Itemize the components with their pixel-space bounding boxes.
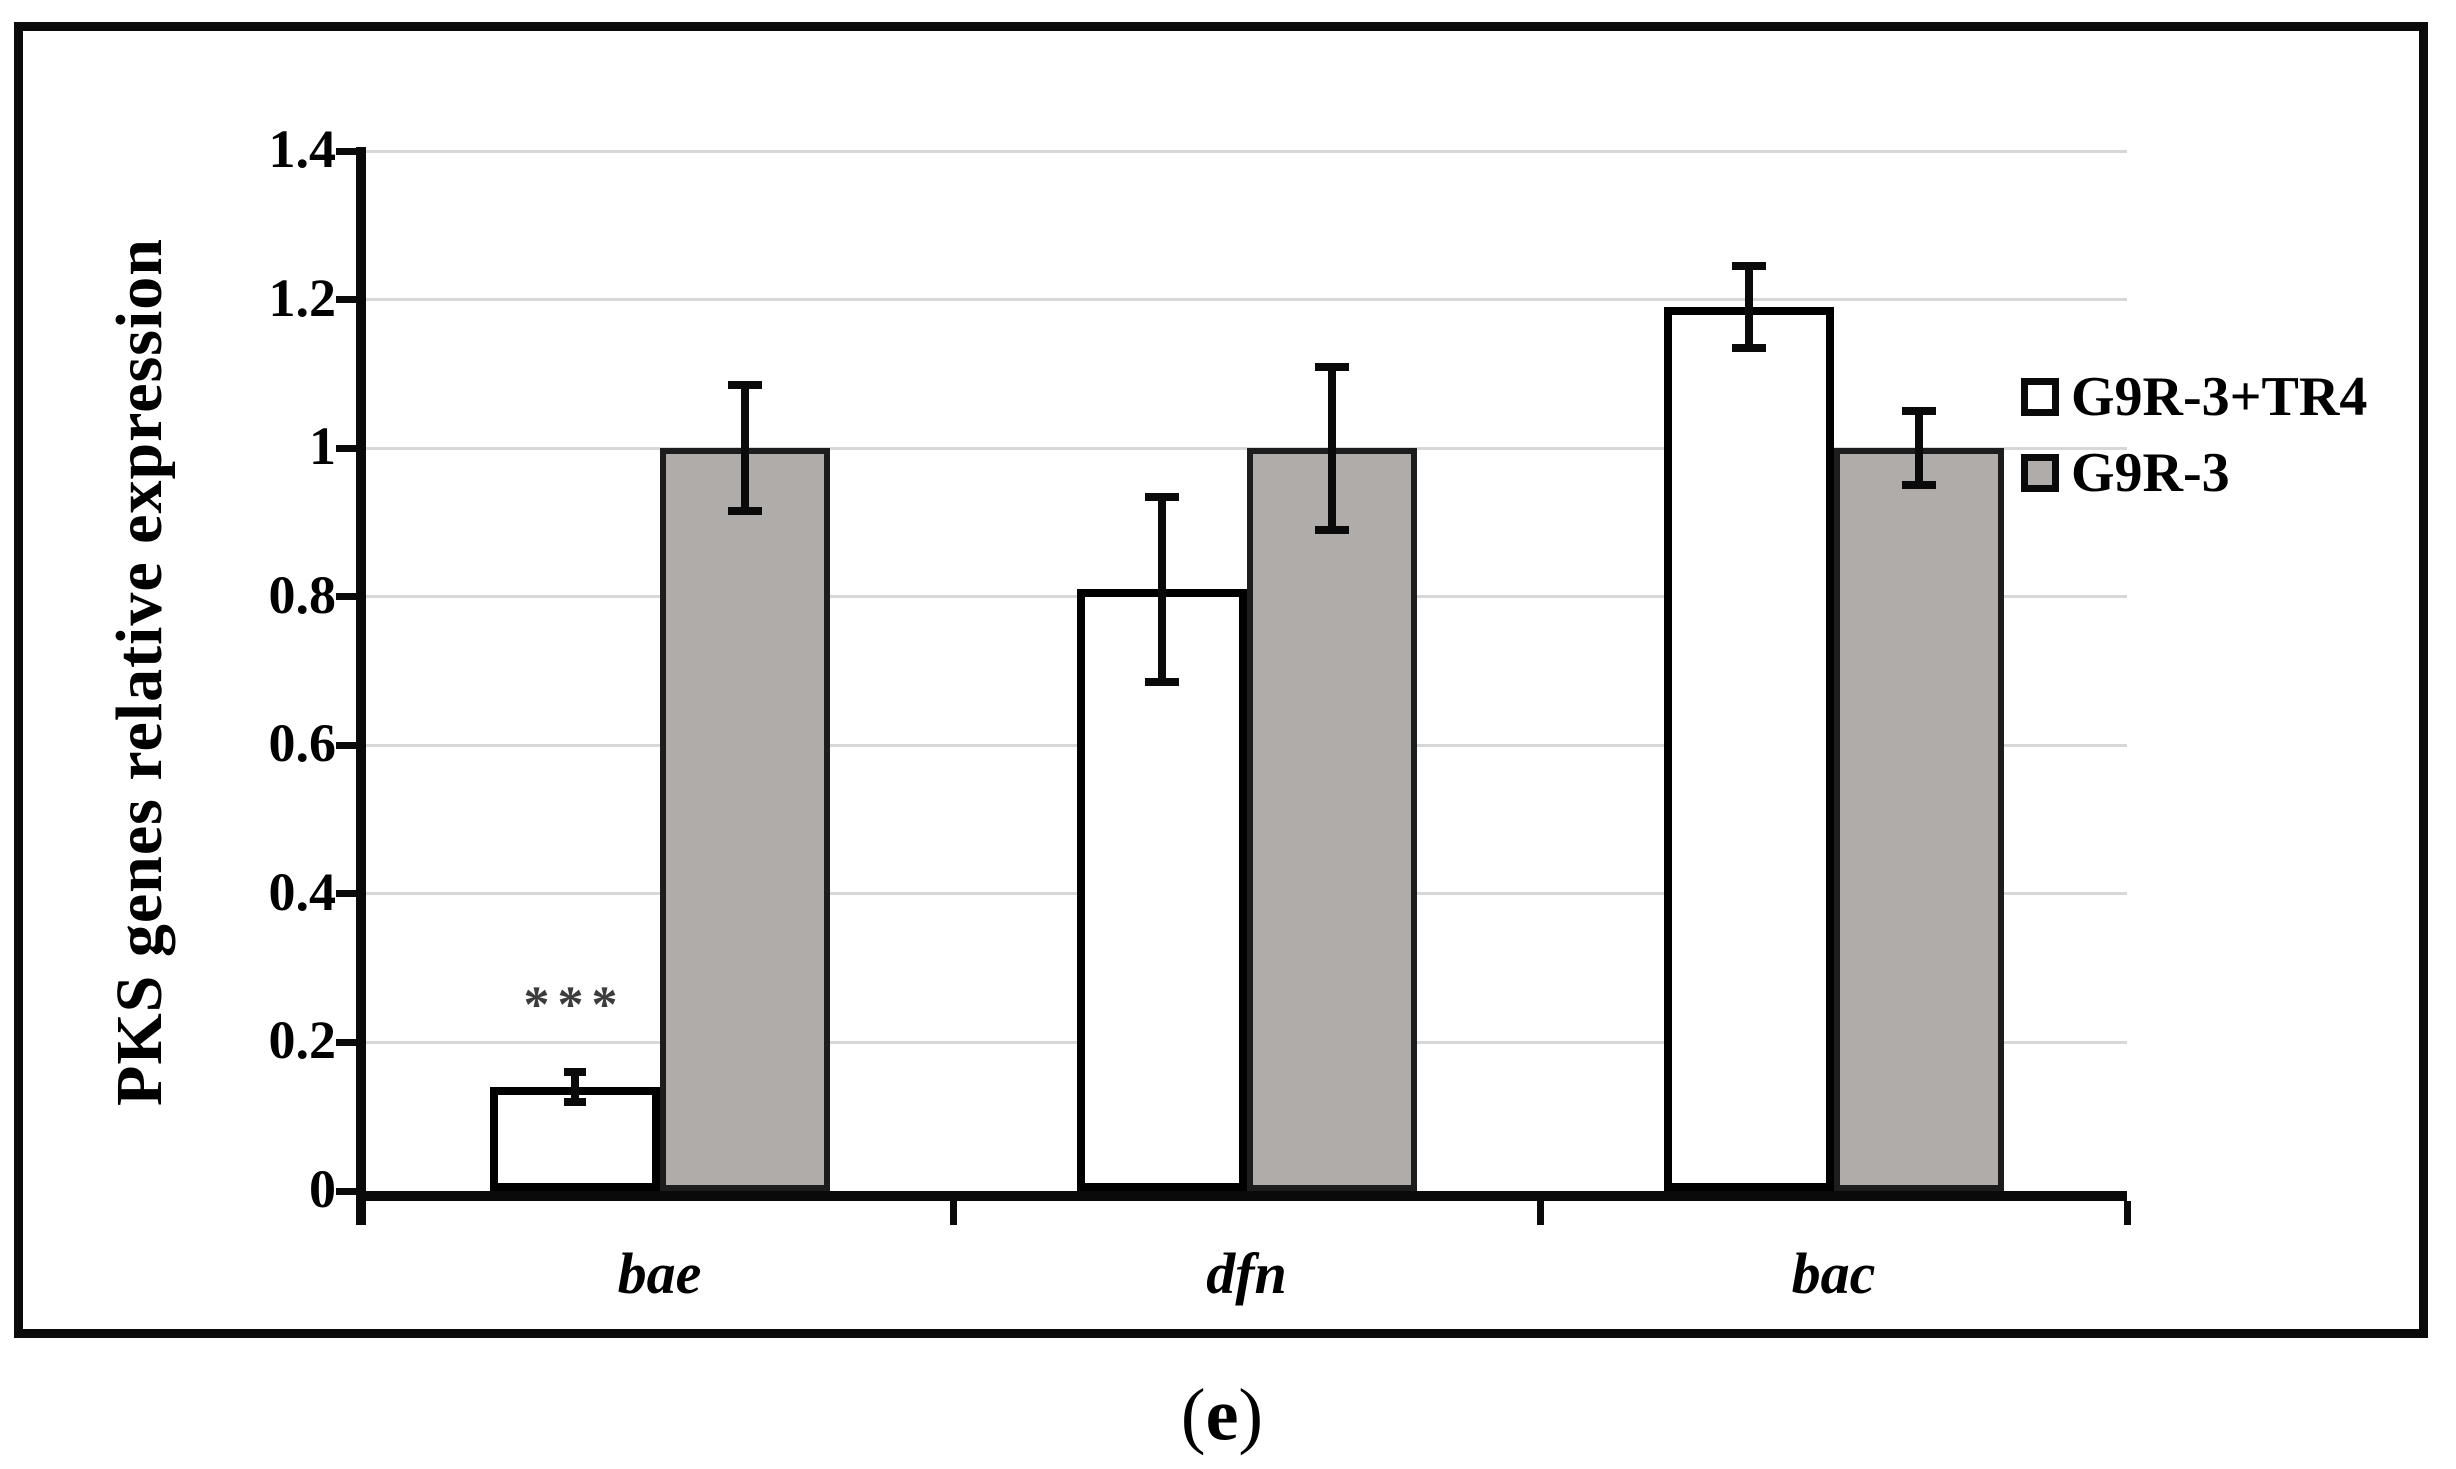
error-bar-line bbox=[1744, 262, 1753, 352]
caption-paren-open: ( bbox=[1180, 1374, 1206, 1457]
y-axis-tick bbox=[336, 593, 356, 601]
y-axis-tick bbox=[336, 741, 356, 749]
legend-label: G9R-3 bbox=[2071, 442, 2230, 504]
error-bar-line bbox=[570, 1068, 579, 1106]
y-tick-label: 1.2 bbox=[268, 267, 337, 328]
y-axis-line bbox=[356, 147, 366, 1225]
x-axis-line bbox=[356, 1191, 2127, 1201]
legend-label: G9R-3+TR4 bbox=[2071, 366, 2368, 428]
error-bar-cap-bottom bbox=[1731, 343, 1766, 352]
y-axis-tick bbox=[336, 147, 356, 155]
y-axis-tick bbox=[336, 444, 356, 452]
error-bar-cap-top bbox=[1731, 262, 1766, 271]
error-bar-cap-bottom bbox=[727, 507, 762, 515]
error-bar-cap-top bbox=[727, 381, 762, 390]
bar-bac-g9r3 bbox=[1833, 448, 2004, 1191]
y-tick-label: 0.8 bbox=[268, 564, 337, 625]
x-category-label: dfn bbox=[1206, 1241, 1287, 1306]
error-bar-line bbox=[1914, 407, 1923, 489]
error-bar-line bbox=[740, 381, 749, 515]
error-bar-cap-top bbox=[563, 1068, 586, 1077]
y-tick-label: 1.4 bbox=[268, 118, 337, 179]
error-bar-line bbox=[1327, 362, 1336, 534]
significance-annotation: *** bbox=[523, 976, 626, 1034]
panel-caption: (e) bbox=[1181, 1374, 1263, 1459]
error-bar-cap-bottom bbox=[1314, 525, 1349, 534]
legend-item-g9r3-tr4: G9R-3+TR4 bbox=[2021, 369, 2367, 425]
error-bar-line bbox=[1157, 492, 1166, 686]
error-bar-cap-top bbox=[1144, 492, 1179, 501]
x-axis-tick bbox=[949, 1201, 957, 1225]
gridline bbox=[366, 298, 2127, 302]
error-bar-cap-bottom bbox=[1901, 481, 1936, 489]
x-category-label: bac bbox=[1791, 1241, 1876, 1306]
error-bar-cap-bottom bbox=[1144, 677, 1179, 686]
y-tick-label: 0.4 bbox=[268, 861, 337, 922]
bar-bac-g9r3-tr4 bbox=[1663, 307, 1834, 1191]
x-axis-tick bbox=[2123, 1201, 2131, 1225]
y-tick-label: 0 bbox=[309, 1158, 336, 1219]
y-tick-label: 1 bbox=[309, 415, 336, 476]
error-bar-cap-bottom bbox=[563, 1097, 586, 1106]
y-axis-tick bbox=[336, 890, 356, 898]
legend-swatch bbox=[2021, 454, 2059, 492]
legend-item-g9r3: G9R-3 bbox=[2021, 445, 2230, 501]
y-tick-label: 0.2 bbox=[268, 1010, 337, 1071]
y-axis-tick bbox=[336, 1187, 356, 1195]
caption-letter: e bbox=[1205, 1374, 1239, 1457]
bar-dfn-g9r3 bbox=[1246, 448, 1417, 1191]
gridline bbox=[366, 149, 2127, 153]
y-axis-tick bbox=[336, 1038, 356, 1046]
x-axis-tick bbox=[1536, 1201, 1544, 1225]
legend-swatch bbox=[2021, 378, 2059, 416]
bar-bae-g9r3 bbox=[659, 448, 830, 1191]
y-tick-label: 0.6 bbox=[268, 713, 337, 774]
caption-paren-close: ) bbox=[1238, 1374, 1264, 1457]
error-bar-cap-top bbox=[1901, 407, 1936, 416]
y-axis-tick bbox=[336, 296, 356, 304]
x-category-label: bae bbox=[617, 1241, 702, 1306]
error-bar-cap-top bbox=[1314, 362, 1349, 371]
